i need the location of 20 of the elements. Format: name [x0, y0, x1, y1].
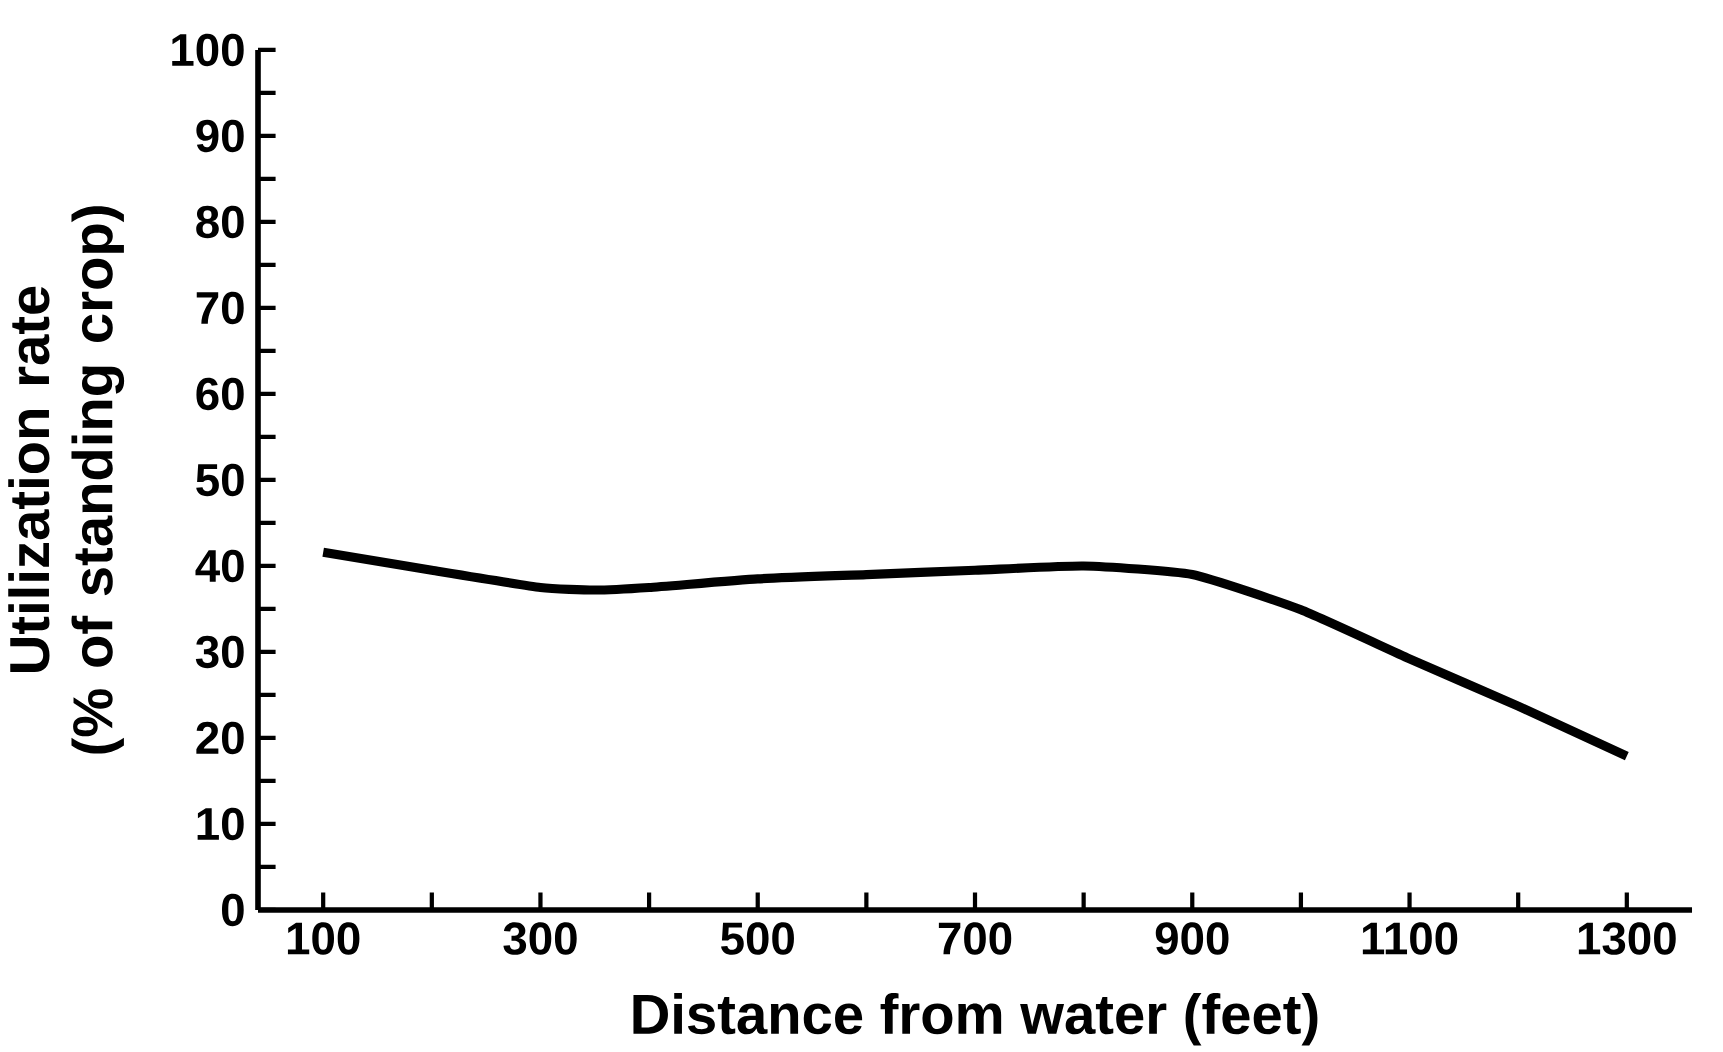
y-axis-title: Utilization rate (% of standing crop) — [8, 206, 125, 754]
x-tick-label: 500 — [721, 922, 794, 955]
x-tick-label: 1100 — [1362, 922, 1458, 955]
x-tick-label: 300 — [503, 922, 577, 955]
x-tick-label: 900 — [1155, 922, 1229, 955]
y-tick-label: 50 — [196, 463, 244, 497]
y-tick-label: 60 — [196, 377, 244, 411]
x-tick-label: 100 — [287, 922, 360, 955]
y-tick-label: 90 — [196, 119, 244, 153]
x-tick-label: 1300 — [1578, 922, 1676, 955]
x-axis-title: Distance from water (feet) — [633, 993, 1318, 1046]
y-tick-label: 70 — [196, 291, 244, 325]
y-tick-label: 0 — [222, 893, 244, 927]
y-tick-label: 20 — [196, 721, 244, 755]
y-tick-label: 10 — [197, 807, 244, 841]
y-tick-label: 30 — [195, 635, 244, 669]
y-tick-label: 100 — [172, 33, 244, 67]
y-tick-label: 80 — [196, 205, 244, 239]
y-tick-label: 40 — [195, 549, 244, 583]
x-tick-label: 700 — [938, 922, 1012, 955]
